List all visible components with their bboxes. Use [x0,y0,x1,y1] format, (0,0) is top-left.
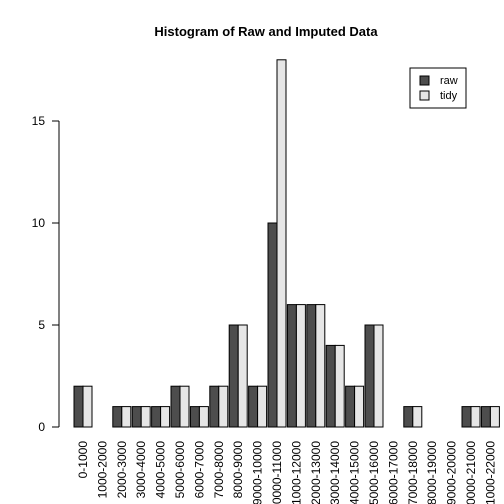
x-tick-label: 2000-3000 [115,441,129,499]
x-tick-label: 19000-20000 [445,441,459,504]
bar-raw [325,344,336,428]
bar-raw [286,304,297,428]
bar-tidy [179,385,190,428]
x-tick-label: 7000-8000 [212,441,226,499]
x-tick-label: 21000-22000 [483,441,497,504]
x-tick-label: 10000-11000 [270,441,284,504]
bar-tidy [334,344,345,428]
y-tick-label: 10 [32,216,46,230]
legend-box [409,67,467,109]
bar-raw [73,385,84,428]
bar-tidy [198,406,209,428]
x-tick-label: 17000-18000 [406,441,420,504]
x-tick-label: 5000-6000 [173,441,187,499]
x-tick-label: 12000-13000 [309,441,323,504]
bar-tidy [315,304,326,428]
bar-raw [461,406,472,428]
x-tick-label: 15000-16000 [367,441,381,504]
bar-raw [267,222,278,428]
bar-tidy [295,304,306,428]
y-tick-label: 15 [32,114,46,128]
y-tick-label: 0 [38,420,45,434]
bar-tidy [237,324,248,428]
bar-tidy [373,324,384,428]
legend-swatch-tidy [419,90,430,101]
bar-tidy [470,406,481,428]
x-tick-label: 6000-7000 [192,441,206,499]
bar-tidy [218,385,229,428]
bar-raw [364,324,375,428]
bar-tidy [121,406,132,428]
bar-tidy [412,406,423,428]
x-axis: 0-1000 1000-2000 2000-3000 3000-4000 4000-50… [76,441,497,504]
legend-label-raw: raw [440,75,458,87]
bar-tidy [276,59,287,428]
x-tick-label: 11000-12000 [289,441,303,504]
x-tick-label: 3000-4000 [134,441,148,499]
bar-tidy [140,406,151,428]
bar-raw [209,385,220,428]
legend-swatch-raw [419,75,430,86]
bar-raw [112,406,123,428]
bar-tidy [489,406,500,428]
bar-raw [306,304,317,428]
x-tick-label: 8000-9000 [231,441,245,499]
bar-tidy [354,385,365,428]
bar-raw [170,385,181,428]
x-tick-label: 13000-14000 [328,441,342,504]
bar-tidy [82,385,93,428]
bars [73,59,500,428]
bar-tidy [257,385,268,428]
x-tick-label: 0-1000 [76,441,90,479]
x-tick-label: 14000-15000 [348,441,362,504]
bar-raw [248,385,259,428]
x-tick-label: 16000-17000 [386,441,400,504]
bar-tidy [160,406,171,428]
chart-title: Histogram of Raw and Imputed Data [154,24,378,39]
x-tick-label: 18000-19000 [425,441,439,504]
x-tick-label: 1000-2000 [95,441,109,499]
bar-raw [151,406,162,428]
x-tick-label: 4000-5000 [154,441,168,499]
bar-raw [480,406,491,428]
y-tick-label: 5 [38,318,45,332]
bar-raw [345,385,356,428]
bar-raw [403,406,414,428]
y-axis: 0 5 10 15 [32,114,60,434]
x-tick-label: 9000-10000 [251,441,265,504]
legend-label-tidy: tidy [440,90,458,102]
x-tick-label: 20000-21000 [464,441,478,504]
bar-raw [189,406,200,428]
bar-raw [131,406,142,428]
bar-raw [228,324,239,428]
legend: raw tidy [409,67,467,109]
